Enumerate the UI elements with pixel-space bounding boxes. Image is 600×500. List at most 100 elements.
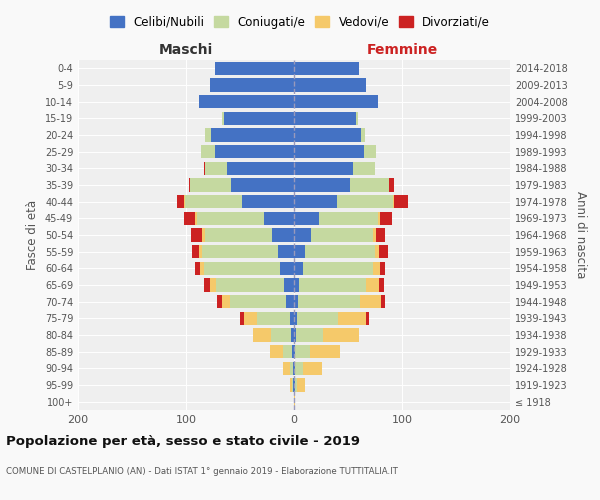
Bar: [227, 162, 294, 175]
Bar: [294, 128, 361, 141]
Bar: [264, 212, 294, 225]
Bar: [232, 178, 294, 192]
Bar: [194, 212, 197, 225]
Bar: [373, 228, 376, 241]
Bar: [278, 245, 294, 258]
Bar: [298, 295, 360, 308]
Bar: [294, 228, 311, 241]
Bar: [305, 245, 375, 258]
Bar: [295, 345, 310, 358]
Bar: [272, 228, 294, 241]
Bar: [337, 195, 394, 208]
Bar: [379, 278, 383, 291]
Bar: [242, 195, 294, 208]
Text: COMUNE DI CASTELPLANIO (AN) - Dati ISTAT 1° gennaio 2019 - Elaborazione TUTTITAL: COMUNE DI CASTELPLANIO (AN) - Dati ISTAT…: [6, 468, 398, 476]
Bar: [294, 312, 297, 325]
Bar: [283, 362, 290, 375]
Bar: [290, 378, 292, 392]
Bar: [230, 295, 286, 308]
Bar: [293, 362, 294, 375]
Bar: [257, 312, 290, 325]
Bar: [178, 195, 184, 208]
Bar: [294, 245, 305, 258]
Bar: [323, 328, 359, 342]
Bar: [280, 262, 294, 275]
Bar: [294, 295, 298, 308]
Bar: [319, 212, 378, 225]
Bar: [199, 95, 294, 108]
Bar: [294, 145, 364, 158]
Bar: [215, 62, 294, 75]
Text: Popolazione per età, sesso e stato civile - 2019: Popolazione per età, sesso e stato civil…: [6, 435, 360, 448]
Bar: [294, 195, 337, 208]
Bar: [283, 345, 292, 358]
Bar: [294, 95, 378, 108]
Bar: [294, 278, 299, 291]
Bar: [297, 312, 338, 325]
Bar: [201, 145, 215, 158]
Bar: [294, 362, 295, 375]
Bar: [389, 178, 394, 192]
Bar: [294, 395, 295, 408]
Bar: [215, 145, 294, 158]
Bar: [294, 378, 295, 392]
Bar: [270, 345, 283, 358]
Bar: [380, 262, 385, 275]
Bar: [244, 312, 257, 325]
Bar: [299, 278, 367, 291]
Bar: [189, 178, 190, 192]
Bar: [185, 195, 242, 208]
Bar: [211, 128, 294, 141]
Bar: [376, 228, 385, 241]
Bar: [294, 78, 367, 92]
Bar: [294, 62, 359, 75]
Bar: [311, 228, 373, 241]
Bar: [217, 295, 221, 308]
Bar: [294, 345, 295, 358]
Bar: [291, 328, 294, 342]
Bar: [364, 145, 376, 158]
Bar: [294, 328, 296, 342]
Bar: [361, 128, 365, 141]
Bar: [292, 378, 293, 392]
Bar: [394, 195, 409, 208]
Bar: [292, 345, 294, 358]
Bar: [353, 162, 375, 175]
Bar: [210, 278, 216, 291]
Bar: [202, 245, 278, 258]
Legend: Celibi/Nubili, Coniugati/e, Vedovi/e, Divorziati/e: Celibi/Nubili, Coniugati/e, Vedovi/e, Di…: [105, 11, 495, 34]
Bar: [382, 295, 385, 308]
Bar: [290, 312, 294, 325]
Bar: [367, 278, 379, 291]
Bar: [240, 312, 244, 325]
Bar: [350, 178, 389, 192]
Bar: [221, 295, 230, 308]
Bar: [293, 378, 294, 392]
Bar: [294, 262, 302, 275]
Bar: [190, 178, 232, 192]
Bar: [380, 212, 392, 225]
Bar: [221, 112, 224, 125]
Bar: [360, 295, 382, 308]
Bar: [338, 312, 367, 325]
Text: Maschi: Maschi: [159, 42, 213, 56]
Bar: [375, 245, 379, 258]
Bar: [373, 262, 380, 275]
Bar: [224, 112, 294, 125]
Bar: [205, 262, 280, 275]
Bar: [302, 262, 373, 275]
Bar: [200, 262, 205, 275]
Bar: [202, 228, 205, 241]
Bar: [295, 378, 297, 392]
Bar: [284, 278, 294, 291]
Bar: [205, 128, 211, 141]
Bar: [295, 362, 302, 375]
Bar: [271, 328, 291, 342]
Bar: [356, 112, 358, 125]
Y-axis label: Fasce di età: Fasce di età: [26, 200, 39, 270]
Text: Femmine: Femmine: [367, 42, 437, 56]
Bar: [294, 212, 319, 225]
Bar: [205, 278, 210, 291]
Bar: [197, 212, 264, 225]
Bar: [294, 162, 353, 175]
